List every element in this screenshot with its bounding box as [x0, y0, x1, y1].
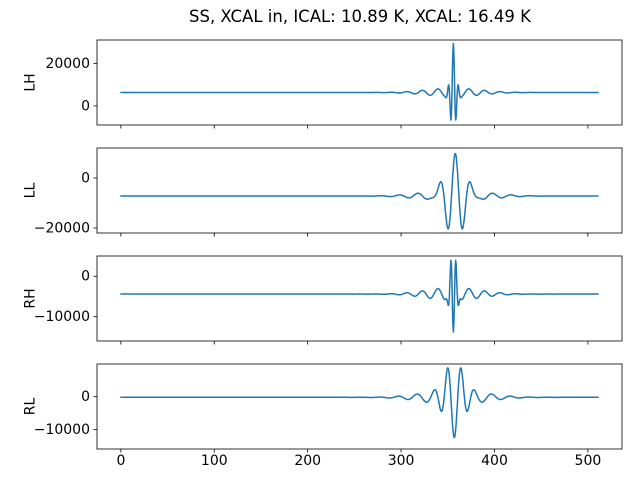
y-axis-label: RH: [23, 288, 39, 308]
waveform-line-ll: [120, 152, 599, 230]
axes-border: [96, 363, 623, 450]
y-tick-label: 0: [81, 171, 90, 187]
y-tick-label: 0: [81, 389, 90, 405]
y-axis-label: LL: [23, 183, 39, 199]
x-axis-tick-labels: 0 100 200 300 400 500: [116, 453, 601, 469]
x-tick-label: 400: [481, 453, 508, 469]
y-axis-label: RL: [23, 398, 39, 416]
x-tick-label: 100: [201, 453, 228, 469]
waveform-line-rh: [120, 259, 599, 333]
subplot-LH: 0 20000 LH: [23, 39, 623, 129]
y-tick-label: −10000: [34, 309, 90, 325]
x-tick-label: 500: [575, 453, 602, 469]
y-tick-label: 20000: [45, 56, 90, 72]
subplot-RL: −10000 0 RL: [23, 363, 623, 453]
waveform-line-lh: [120, 42, 599, 121]
axes-border: [96, 255, 623, 342]
x-tick-label: 200: [294, 453, 321, 469]
y-tick-label: 0: [81, 98, 90, 114]
y-tick-label: 0: [81, 269, 90, 285]
y-tick-label: −10000: [34, 422, 90, 438]
waveform-line-rl: [120, 367, 599, 439]
subplot-RH: −10000 0 RH: [23, 255, 623, 345]
y-tick-label: −20000: [34, 221, 90, 237]
x-tick-label: 0: [116, 453, 125, 469]
chart-title: SS, XCAL in, ICAL: 10.89 K, XCAL: 16.49 …: [189, 7, 532, 26]
axes-border: [96, 147, 623, 234]
y-axis-label: LH: [23, 73, 39, 91]
x-tick-label: 300: [388, 453, 415, 469]
axes-border: [96, 39, 623, 126]
subplot-LL: −20000 0 LL: [23, 147, 623, 237]
